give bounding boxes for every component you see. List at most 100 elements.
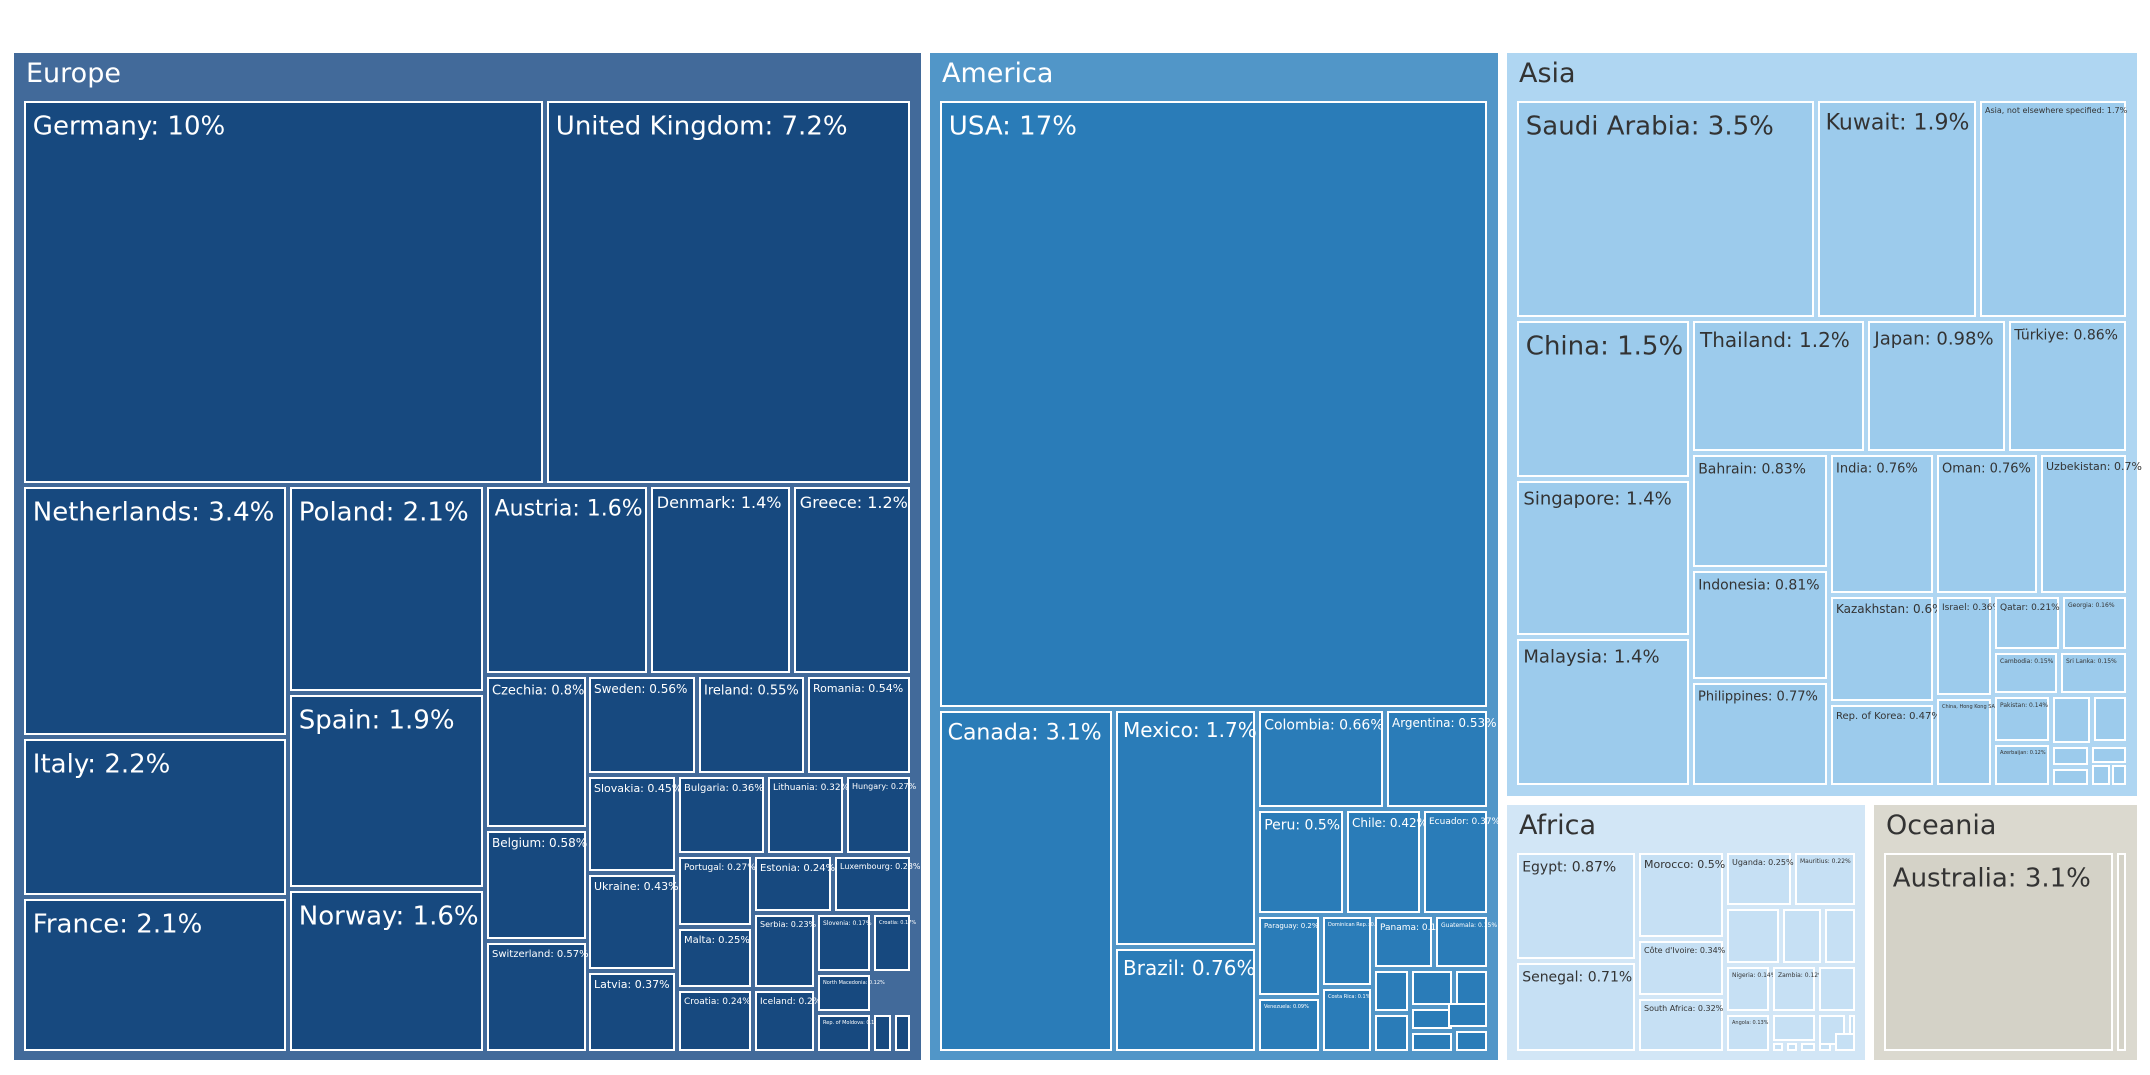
group-asia: Asia Saudi Arabia: 3.5% Kuwait: 1.9% Asia, … — [1507, 53, 2142, 796]
tile-asia-asia-not-elsewhere-specified — [1980, 101, 2126, 317]
tile-label-sri-lanka: Sri Lanka: 0.15% — [2066, 658, 2117, 665]
tile-label-india: India: 0.76% — [1836, 461, 1918, 476]
tile-label-argentina: Argentina: 0.53% — [1392, 716, 1497, 730]
group-label-asia: Asia — [1519, 58, 1576, 89]
tile-asia-pakistan — [1995, 697, 2049, 741]
group-america: America USA: 17% Canada: 3.1% Mexico: 1.7% B… — [930, 53, 1501, 1060]
tile-label-pakistan: Pakistan: 0.14% — [2000, 702, 2048, 709]
tile-label-poland: Poland: 2.1% — [299, 498, 469, 528]
tile-america-paraguay — [1259, 917, 1319, 995]
tile-label-china: China: 1.5% — [1526, 332, 1683, 362]
tile-africa-9 — [1825, 909, 1855, 963]
tile-africa-c-te-d-ivoire — [1639, 941, 1723, 995]
tile-america-costa-rica — [1323, 989, 1371, 1051]
tile-america-panama — [1375, 917, 1432, 967]
tile-africa-egypt — [1517, 853, 1635, 959]
tile-america-20 — [1448, 1003, 1487, 1027]
tile-america-venezuela — [1259, 999, 1319, 1051]
tile-africa-18 — [1819, 1043, 1831, 1051]
tile-europe-croatia — [874, 915, 910, 971]
tile-label-panama: Panama: 0.17% — [1380, 923, 1451, 933]
tile-africa-senegal — [1517, 963, 1635, 1051]
group-label-africa: Africa — [1519, 810, 1596, 841]
tile-label-venezuela: Venezuela: 0.09% — [1264, 1004, 1309, 1010]
tile-america-mexico — [1116, 711, 1255, 945]
tile-asia-26 — [2094, 697, 2126, 741]
tile-america-15 — [1375, 971, 1408, 1011]
tile-label-angola: Angola: 0.13% — [1732, 1020, 1769, 1026]
tile-asia-singapore — [1517, 481, 1689, 635]
tile-europe-slovakia — [589, 777, 675, 871]
tile-africa-zambia — [1773, 967, 1815, 1011]
tile-label-italy: Italy: 2.2% — [33, 750, 171, 780]
group-label-europe: Europe — [26, 58, 121, 89]
tile-label-indonesia: Indonesia: 0.81% — [1698, 578, 1819, 594]
tile-label-asia-not-elsewhere-specified: Asia, not elsewhere specified: 1.7% — [1985, 106, 2128, 115]
tile-europe-sweden — [589, 677, 695, 773]
tile-asia-27 — [2053, 747, 2088, 765]
tile-label-morocco: Morocco: 0.5% — [1644, 858, 1725, 871]
tile-label-thailand: Thailand: 1.2% — [1699, 328, 1850, 352]
tile-america-guatemala — [1436, 917, 1487, 967]
tile-africa-morocco — [1639, 853, 1723, 937]
tile-label-united-kingdom: United Kingdom: 7.2% — [556, 112, 848, 142]
tile-label-belgium: Belgium: 0.58% — [492, 836, 587, 850]
tile-africa-7 — [1727, 909, 1779, 963]
group-label-america: America — [942, 58, 1053, 89]
tile-asia-israel — [1937, 597, 1991, 695]
tile-africa-uganda — [1727, 853, 1791, 905]
tile-europe-35 — [895, 1015, 910, 1051]
tile-label-malaysia: Malaysia: 1.4% — [1523, 647, 1659, 668]
tile-europe-34 — [874, 1015, 891, 1051]
tile-label-norway: Norway: 1.6% — [299, 902, 479, 932]
tile-label-paraguay: Paraguay: 0.2% — [1264, 922, 1319, 930]
tile-europe-austria — [487, 487, 647, 673]
tile-europe-lithuania — [768, 777, 843, 853]
tile-africa-20 — [1787, 1043, 1797, 1051]
tile-label-brazil: Brazil: 0.76% — [1123, 956, 1255, 980]
tile-label-uzbekistan: Uzbekistan: 0.7% — [2046, 460, 2142, 473]
tile-africa-14 — [1773, 1015, 1815, 1041]
tile-europe-portugal — [679, 857, 751, 925]
group-africa: Africa Egypt: 0.87% Senegal: 0.71% Morocco:… — [1507, 805, 1865, 1060]
tile-label-cambodia: Cambodia: 0.15% — [2000, 658, 2054, 665]
tile-label-guatemala: Guatemala: 0.15% — [1441, 922, 1497, 929]
tile-label-estonia: Estonia: 0.24% — [760, 863, 835, 874]
tile-america-argentina — [1387, 711, 1487, 807]
tile-asia-azerbaijan — [1995, 745, 2049, 785]
tile-america-ecuador — [1424, 811, 1487, 913]
tile-america-16 — [1412, 971, 1452, 1005]
tile-label-south-africa: South Africa: 0.32% — [1644, 1004, 1724, 1013]
tile-label-egypt: Egypt: 0.87% — [1522, 860, 1616, 876]
tile-europe-czechia — [487, 677, 586, 827]
tile-africa-12 — [1819, 967, 1855, 1011]
tile-asia-china-hong-kong-sar — [1937, 699, 1991, 785]
tile-africa-angola — [1727, 1015, 1769, 1051]
tile-europe-greece — [794, 487, 910, 673]
group-label-oceania: Oceania — [1886, 810, 1996, 841]
tile-label-zambia: Zambia: 0.12% — [1778, 972, 1824, 979]
tile-label-latvia: Latvia: 0.37% — [594, 978, 670, 991]
tile-asia-25 — [2053, 697, 2090, 743]
tile-label-senegal: Senegal: 0.71% — [1522, 970, 1632, 986]
tile-america-17 — [1456, 971, 1487, 1005]
tile-asia-kuwait — [1818, 101, 1976, 317]
tile-label-ecuador: Ecuador: 0.37% — [1429, 817, 1501, 827]
tile-label-north-macedonia: North Macedonia: 0.12% — [823, 980, 885, 986]
tile-label-netherlands: Netherlands: 3.4% — [33, 498, 275, 528]
tile-europe-germany — [24, 101, 543, 483]
tile-africa-8 — [1783, 909, 1821, 963]
tile-europe-poland — [290, 487, 483, 691]
tile-label-iceland: Iceland: 0.2% — [760, 997, 822, 1007]
tile-america-19 — [1412, 1009, 1452, 1029]
tile-europe-switzerland — [487, 943, 586, 1051]
tile-europe-hungary — [847, 777, 910, 853]
tile-asia-thailand — [1693, 321, 1864, 451]
tile-label-uganda: Uganda: 0.25% — [1732, 858, 1794, 867]
tile-label-dominican-rep: Dominican Rep.: 0.17% — [1328, 922, 1387, 928]
tile-label-bulgaria: Bulgaria: 0.36% — [684, 783, 764, 794]
tile-europe-estonia — [755, 857, 831, 911]
tile-asia-china — [1517, 321, 1689, 477]
tile-label-kuwait: Kuwait: 1.9% — [1826, 111, 1970, 136]
tile-label-costa-rica: Costa Rica: 0.1% — [1328, 994, 1371, 1000]
